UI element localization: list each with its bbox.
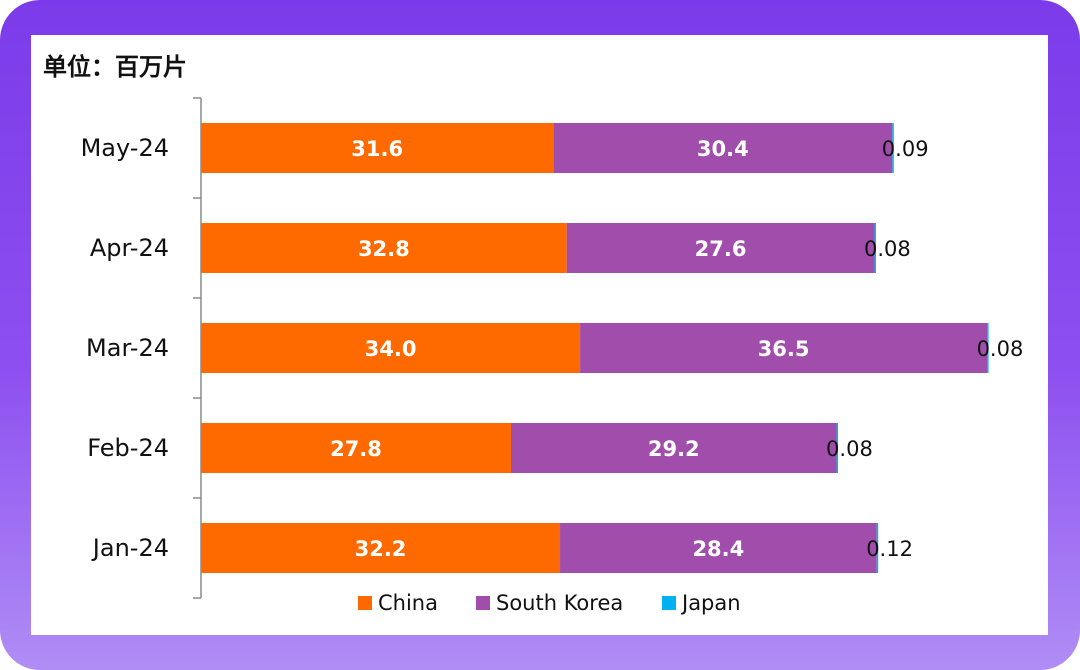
bar-segment [580, 323, 988, 373]
data-label: 0.08 [826, 437, 873, 461]
data-label: 0.12 [866, 537, 913, 561]
bar-segment [201, 423, 511, 473]
bar-segment [987, 323, 989, 373]
category-label: Jan-24 [91, 534, 169, 562]
bar-segment [566, 223, 875, 273]
bar-segment [201, 123, 554, 173]
data-label: 36.5 [758, 337, 810, 361]
bar-segment [874, 223, 876, 273]
data-label: 31.6 [351, 137, 403, 161]
bar-segment [201, 223, 567, 273]
data-label: 28.4 [692, 537, 744, 561]
category-label: Mar-24 [86, 334, 169, 362]
stacked-bar-chart: May-24 31.6 30.4 0.09 Apr-24 32.8 27.6 0.08 Mar-… [81, 97, 1024, 615]
data-label: 32.2 [355, 537, 407, 561]
category-label: Apr-24 [90, 234, 169, 262]
category-label: Feb-24 [87, 434, 169, 462]
data-label: 34.0 [365, 337, 417, 361]
legend-label: Japan [680, 591, 741, 615]
unit-label: 单位：百万片 [43, 53, 187, 81]
bar-segment [836, 423, 839, 473]
legend-swatch [476, 596, 490, 610]
bar-segment [876, 523, 879, 573]
bar-segment [201, 523, 561, 573]
data-label: 32.8 [358, 237, 410, 261]
category-label: May-24 [81, 134, 169, 162]
chart-panel: 单位：百万片 May-24 31.6 30.4 0.09 Apr-24 32.8 27.6 0… [31, 35, 1048, 635]
bar-segment [510, 423, 837, 473]
data-label: 30.4 [697, 137, 749, 161]
legend-swatch [358, 596, 372, 610]
data-label: 27.6 [695, 237, 747, 261]
data-label: 0.08 [864, 237, 911, 261]
bar-segment [201, 323, 581, 373]
bar-segment [892, 123, 894, 173]
data-label: 0.08 [977, 337, 1024, 361]
bar-segment [553, 123, 893, 173]
data-label: 27.8 [330, 437, 382, 461]
legend-label: South Korea [496, 591, 623, 615]
data-label: 29.2 [648, 437, 700, 461]
data-label: 0.09 [882, 137, 929, 161]
legend-label: China [378, 591, 438, 615]
bar-segment [560, 523, 877, 573]
legend-swatch [662, 596, 676, 610]
